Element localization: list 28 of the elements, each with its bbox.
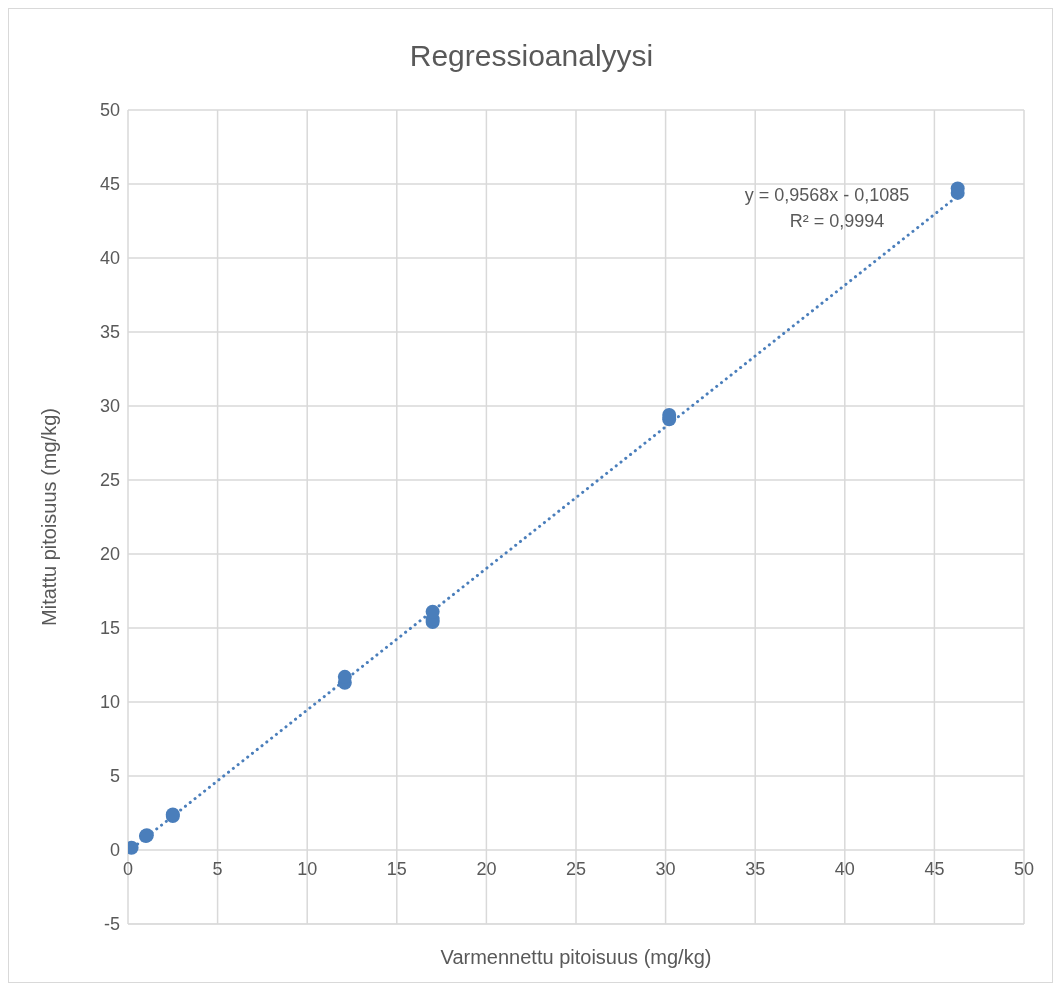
x-tick-label: 45: [924, 858, 945, 879]
x-tick-label: 0: [122, 858, 134, 879]
y-tick-label: 45: [99, 174, 120, 195]
y-tick-label: 40: [99, 248, 120, 269]
y-tick-label: 35: [99, 322, 120, 343]
y-tick-label: 15: [99, 618, 120, 639]
x-axis-title: Varmennettu pitoisuus (mg/kg): [440, 946, 712, 968]
x-tick-label: 5: [212, 858, 223, 879]
x-tick-label: 15: [386, 858, 407, 879]
y-tick-label: 0: [109, 840, 120, 861]
annotation: R² = 0,9994: [789, 211, 885, 231]
x-tick-label: 50: [1013, 858, 1035, 879]
y-tick-label: -5: [103, 914, 120, 935]
chart-title: Regressioanalyysi: [408, 39, 655, 73]
y-tick-label: 20: [99, 544, 120, 565]
y-tick-label: 10: [99, 692, 120, 713]
x-tick-label: 25: [565, 858, 587, 879]
annotation: y = 0,9568x - 0,1085: [744, 185, 910, 205]
y-axis-title: Mitattu pitoisuus (mg/kg): [38, 408, 61, 626]
y-tick-label: 5: [109, 766, 120, 787]
x-tick-label: 40: [834, 858, 855, 879]
x-tick-label: 20: [476, 858, 497, 879]
x-tick-label: 35: [745, 858, 766, 879]
y-tick-label: 30: [99, 396, 120, 417]
y-tick-label: 25: [99, 470, 120, 491]
x-tick-label: 10: [297, 858, 318, 879]
x-tick-label: 30: [655, 858, 676, 879]
y-tick-label: 50: [99, 100, 120, 121]
